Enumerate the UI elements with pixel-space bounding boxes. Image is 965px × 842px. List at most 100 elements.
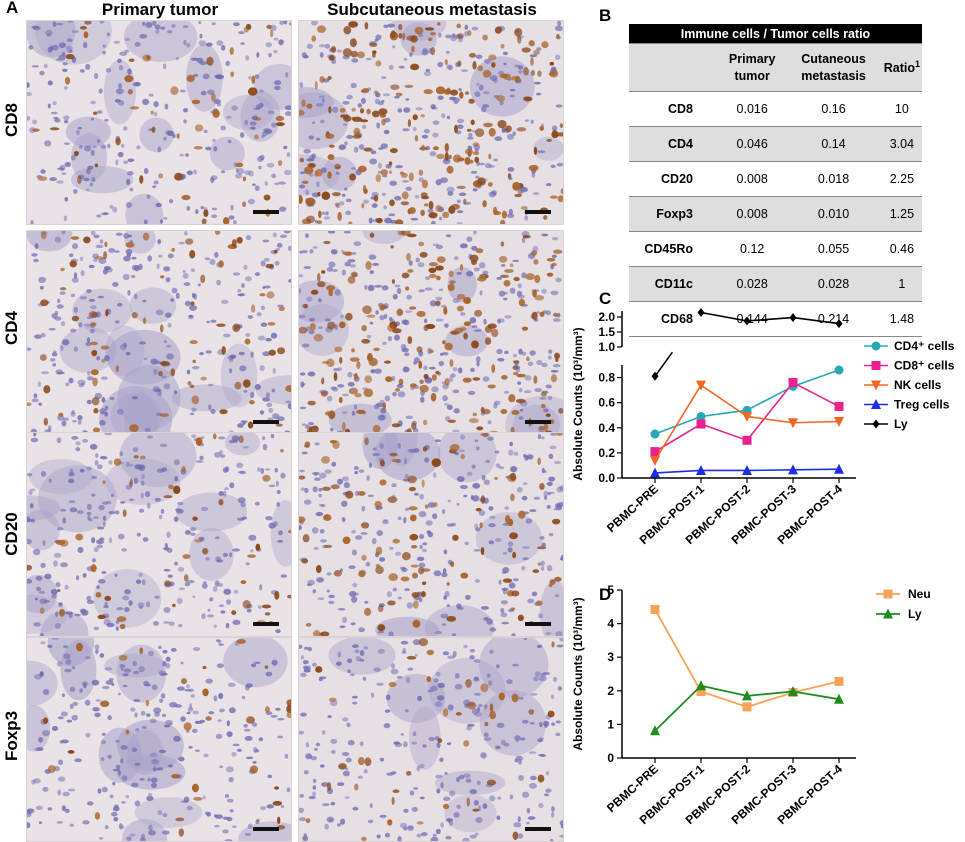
table-row: CD11c 0.028 0.028 1 xyxy=(629,266,922,302)
legend-label: CD4⁺ cells xyxy=(894,339,955,353)
legend-label: CD8⁺ cells xyxy=(894,359,955,373)
micrograph-cd20-metastasis xyxy=(298,432,564,637)
scale-bar xyxy=(253,210,279,214)
y-tick-label: 2.0 xyxy=(598,310,615,324)
y-tick-label: 0 xyxy=(607,751,614,765)
data-point xyxy=(650,725,660,736)
header-cell-empty xyxy=(629,43,719,92)
row-label-foxp3: Foxp3 xyxy=(2,710,21,762)
data-point xyxy=(650,447,660,457)
micrograph-cd8-metastasis xyxy=(298,20,564,225)
table-cell: 0.018 xyxy=(785,161,882,197)
legend-label: Ly xyxy=(894,417,908,431)
table-row: CD8 0.016 0.16 10 xyxy=(629,91,922,127)
table-cell: 2.25 xyxy=(881,161,922,197)
data-point xyxy=(834,365,844,375)
y-axis-label: Absolute Counts (10³/mm³) xyxy=(571,597,585,750)
table-cell: 0.028 xyxy=(785,266,882,302)
ratio-table: Immune cells / Tumor cells ratio Primary… xyxy=(629,24,922,337)
y-tick-label: 5 xyxy=(607,583,614,597)
legend-marker xyxy=(871,399,881,409)
table-row: CD4 0.046 0.14 3.04 xyxy=(629,126,922,162)
legend-label: Treg cells xyxy=(894,398,950,412)
header-ratio: Ratio1 xyxy=(881,43,922,92)
data-point xyxy=(650,467,660,478)
row-marker-name: CD4 xyxy=(629,126,719,162)
row-marker-name: CD20 xyxy=(629,161,719,197)
table-cell: 0.055 xyxy=(785,231,882,267)
scale-bar xyxy=(253,827,279,831)
y-tick-label: 1.5 xyxy=(598,325,615,339)
header-cutaneous-metastasis: Cutaneous metastasis xyxy=(785,43,882,92)
micrograph-cd20-primary xyxy=(26,432,292,637)
table-cell: 0.008 xyxy=(719,161,786,197)
micrograph-foxp3-primary xyxy=(26,637,292,842)
panel-a-label: A xyxy=(6,0,19,17)
data-point xyxy=(742,435,752,445)
legend-marker xyxy=(883,589,893,599)
legend-label: Neu xyxy=(908,587,931,601)
data-point xyxy=(696,686,706,696)
table-row: Foxp3 0.008 0.010 1.25 xyxy=(629,196,922,232)
panel-c-label: C xyxy=(599,289,612,308)
data-point xyxy=(742,464,752,475)
data-point xyxy=(650,604,660,614)
y-tick-label: 0.6 xyxy=(598,396,615,410)
row-marker-name: CD11c xyxy=(629,266,719,302)
data-point xyxy=(788,378,798,388)
panel-d-label: D xyxy=(599,585,612,604)
table-cell: 0.46 xyxy=(881,231,922,267)
data-point xyxy=(696,380,706,391)
data-point xyxy=(651,371,659,381)
header-primary-tumor: Primary tumor xyxy=(719,43,786,92)
table-cell: 0.16 xyxy=(785,91,882,127)
data-point xyxy=(650,429,660,439)
row-marker-name: CD8 xyxy=(629,91,719,127)
row-label-cd8: CD8 xyxy=(2,103,21,138)
legend-marker xyxy=(871,361,881,370)
data-point xyxy=(743,316,751,326)
data-point xyxy=(834,401,844,411)
data-point xyxy=(697,308,705,317)
data-point xyxy=(834,693,844,704)
data-point xyxy=(696,419,706,429)
table-row: CD20 0.008 0.018 2.25 xyxy=(629,161,922,197)
y-tick-label: 4 xyxy=(607,617,614,631)
data-point xyxy=(696,411,706,421)
micrograph-cd4-metastasis xyxy=(298,230,564,435)
scale-bar xyxy=(525,622,551,626)
scale-bar xyxy=(525,210,551,214)
y-tick-label: 0.2 xyxy=(598,446,615,460)
table-cell: 0.12 xyxy=(719,231,786,267)
micrograph-cd4-primary xyxy=(26,230,292,435)
y-tick-label: 1.0 xyxy=(598,340,615,354)
legend-marker xyxy=(872,419,880,429)
y-tick-label: 2 xyxy=(607,684,614,698)
table-cell: 0.008 xyxy=(719,196,786,232)
table-cell: 3.04 xyxy=(881,126,922,162)
table-row: CD68 0.144 0.214 1.48 xyxy=(629,301,922,337)
scale-bar xyxy=(525,827,551,831)
data-point xyxy=(789,313,797,323)
row-marker-name: CD45Ro xyxy=(629,231,719,267)
table-cell: 10 xyxy=(881,91,922,127)
data-point xyxy=(788,464,798,475)
ratio-table-title: Immune cells / Tumor cells ratio xyxy=(629,24,922,44)
y-tick-label: 0.8 xyxy=(598,371,615,385)
data-point xyxy=(788,418,798,429)
series-line-0 xyxy=(654,369,840,435)
micrograph-cd8-primary xyxy=(26,20,292,225)
table-row: CD45Ro 0.12 0.055 0.46 xyxy=(629,231,922,267)
row-marker-name: Foxp3 xyxy=(629,196,719,232)
table-cell: 1.25 xyxy=(881,196,922,232)
y-tick-label: 1 xyxy=(607,717,614,731)
col-title-metastasis: Subcutaneous metastasis xyxy=(327,0,537,19)
series-line-ly-segment xyxy=(654,351,674,377)
data-point xyxy=(834,417,844,427)
data-point xyxy=(650,455,660,466)
legend-label: NK cells xyxy=(894,378,942,392)
row-label-cd4: CD4 xyxy=(2,311,21,346)
chart-d: 012345PBMC-PREPBMC-POST-1PBMC-POST-2PBMC… xyxy=(571,583,931,827)
data-point xyxy=(834,676,844,686)
scale-bar xyxy=(525,420,551,424)
